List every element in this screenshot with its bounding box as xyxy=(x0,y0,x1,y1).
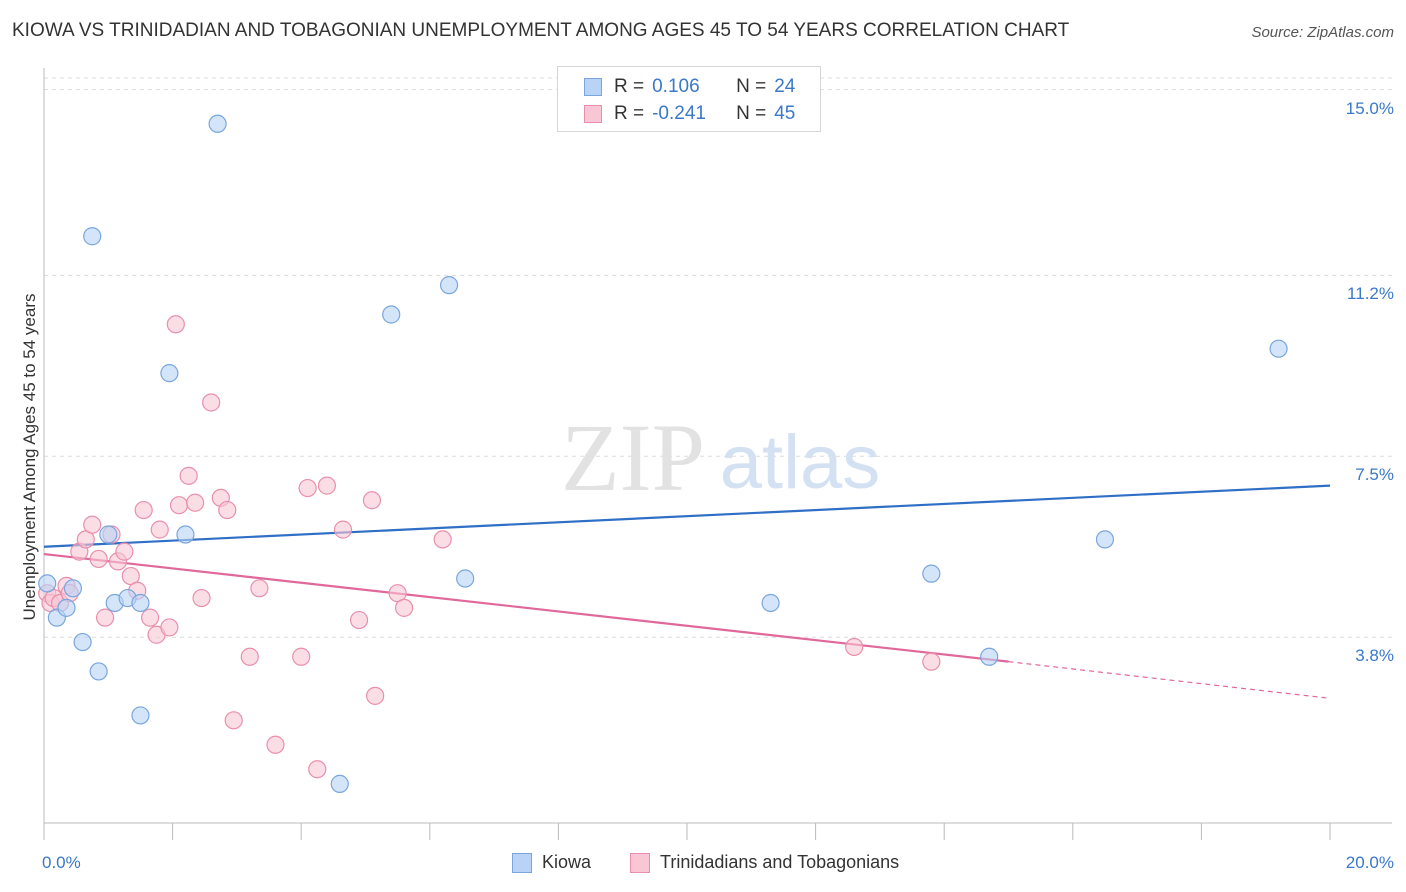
y-tick-label: 11.2% xyxy=(1347,284,1394,304)
kiowa-point xyxy=(176,525,195,544)
y-axis-label: Unemployment Among Ages 45 to 54 years xyxy=(20,293,39,621)
trini-point xyxy=(83,515,102,534)
trini-trend-extension xyxy=(1008,661,1331,699)
trini-point xyxy=(140,608,160,627)
kiowa-point xyxy=(1269,339,1288,358)
kiowa-point xyxy=(980,647,999,666)
trini-point xyxy=(292,647,311,666)
trini-trend-line xyxy=(43,552,1009,663)
trini-point xyxy=(362,491,382,510)
watermark-zip: ZIP xyxy=(561,404,705,511)
r-value: 0.106 xyxy=(652,76,700,97)
n-label: N = xyxy=(736,103,767,124)
y-tick-label: 7.5% xyxy=(1355,465,1394,485)
x-tick-label-min: 0.0% xyxy=(42,853,81,872)
legend-item-trini[interactable]: Trinidadians and Tobagonians xyxy=(630,852,899,873)
kiowa-trend-line xyxy=(43,484,1331,548)
trini-point xyxy=(134,500,153,520)
correlation-legend: R = 0.106 N = 24 R = -0.241 N = 45 xyxy=(557,66,821,132)
trini-point xyxy=(845,637,864,657)
kiowa-point xyxy=(83,227,102,246)
trini-point xyxy=(298,478,317,498)
n-value: 45 xyxy=(774,103,796,124)
kiowa-legend-swatch xyxy=(512,852,532,873)
trini-point xyxy=(433,530,452,549)
r-label: R = xyxy=(614,76,645,97)
trini-point xyxy=(349,610,369,630)
kiowa-legend-label: Kiowa xyxy=(542,852,592,872)
legend-row-kiowa: R = 0.106 N = 24 xyxy=(584,75,795,99)
trini-point xyxy=(179,466,198,485)
trend-lines xyxy=(43,484,1331,699)
source-label: Source: ZipAtlas.com xyxy=(1251,24,1394,41)
trini-point xyxy=(95,608,115,627)
trini-point xyxy=(150,520,169,539)
trini-point xyxy=(366,686,385,705)
trini-point xyxy=(192,588,211,608)
legend-row-trini: R = -0.241 N = 45 xyxy=(584,102,795,126)
chart-title: KIOWA VS TRINIDADIAN AND TOBAGONIAN UNEM… xyxy=(12,20,1070,41)
trini-point xyxy=(89,549,108,569)
kiowa-point xyxy=(330,774,349,793)
kiowa-point xyxy=(761,593,780,613)
trini-point xyxy=(169,496,189,515)
r-label: R = xyxy=(614,103,645,124)
kiowa-point xyxy=(456,569,475,588)
kiowa-point xyxy=(63,579,83,598)
trini-point xyxy=(166,315,185,334)
trini-point xyxy=(308,760,327,779)
trini-point xyxy=(394,598,414,617)
kiowa-point xyxy=(439,276,459,295)
kiowa-point xyxy=(208,114,227,133)
kiowa-point xyxy=(131,593,150,613)
kiowa-point xyxy=(57,598,76,617)
trini-point xyxy=(186,493,205,512)
trini-point xyxy=(202,393,221,412)
trini-point xyxy=(218,500,237,520)
trini-point xyxy=(317,476,337,495)
trini-point xyxy=(333,520,353,539)
trini-legend-label: Trinidadians and Tobagonians xyxy=(660,852,900,872)
kiowa-swatch xyxy=(584,78,602,96)
trini-point xyxy=(266,735,285,754)
trini-legend-swatch xyxy=(630,852,650,873)
r-value: -0.241 xyxy=(652,103,706,124)
trini-point xyxy=(115,542,134,561)
series-legend: Kiowa Trinidadians and Tobagonians xyxy=(0,852,1406,878)
kiowa-point xyxy=(922,564,941,583)
grid-lines xyxy=(44,77,1392,638)
trini-point xyxy=(240,647,259,666)
x-tick-label-max: 20.0% xyxy=(1345,853,1394,872)
kiowa-point xyxy=(160,364,179,383)
legend-item-kiowa[interactable]: Kiowa xyxy=(512,852,591,873)
trini-swatch xyxy=(584,105,602,123)
watermark: ZIP atlas xyxy=(561,404,880,511)
kiowa-point xyxy=(1095,530,1115,549)
trini-point xyxy=(250,579,269,598)
kiowa-point xyxy=(89,662,108,681)
kiowa-point xyxy=(73,632,92,652)
axes xyxy=(43,68,1392,840)
kiowa-point xyxy=(382,305,401,324)
n-value: 24 xyxy=(774,76,796,97)
trini-point xyxy=(224,711,243,730)
trini-point xyxy=(922,652,941,671)
kiowa-point xyxy=(131,706,150,725)
y-tick-label: 3.8% xyxy=(1355,646,1394,666)
kiowa-point xyxy=(38,574,57,593)
trini-point xyxy=(160,618,179,637)
kiowa-point xyxy=(99,525,118,544)
watermark-atlas: atlas xyxy=(720,420,881,505)
n-label: N = xyxy=(736,76,767,97)
y-tick-label: 15.0% xyxy=(1345,98,1394,118)
data-points xyxy=(38,114,1288,793)
